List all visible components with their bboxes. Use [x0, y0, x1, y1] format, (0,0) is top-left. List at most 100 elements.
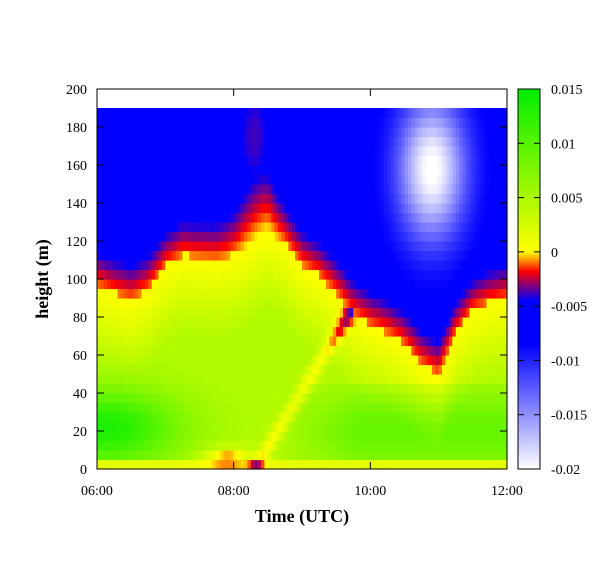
- heatmap-cell: [199, 326, 204, 337]
- heatmap-cell: [315, 260, 320, 271]
- heatmap-cell: [459, 231, 464, 242]
- heatmap-cell: [421, 241, 426, 252]
- heatmap-cell: [377, 231, 382, 242]
- heatmap-cell: [257, 203, 262, 214]
- heatmap-cell: [366, 345, 371, 356]
- heatmap-cell: [274, 412, 279, 423]
- heatmap-cell: [479, 326, 484, 337]
- heatmap-cell: [445, 374, 450, 385]
- heatmap-cell: [349, 203, 354, 214]
- heatmap-cell: [336, 374, 341, 385]
- heatmap-cell: [189, 402, 194, 413]
- heatmap-cell: [319, 212, 324, 223]
- heatmap-cell: [291, 383, 296, 394]
- heatmap-cell: [370, 250, 375, 261]
- heatmap-cell: [390, 383, 395, 394]
- heatmap-cell: [448, 212, 453, 223]
- heatmap-cell: [127, 174, 132, 185]
- heatmap-cell: [230, 421, 235, 432]
- heatmap-cell: [192, 355, 197, 366]
- heatmap-cell: [390, 117, 395, 128]
- heatmap-cell: [192, 421, 197, 432]
- heatmap-cell: [199, 412, 204, 423]
- heatmap-cell: [165, 307, 170, 318]
- heatmap-cell: [452, 222, 457, 233]
- heatmap-cell: [165, 108, 170, 119]
- heatmap-cell: [298, 250, 303, 261]
- heatmap-cell: [165, 364, 170, 375]
- heatmap-cell: [161, 345, 166, 356]
- heatmap-cell: [120, 250, 125, 261]
- heatmap-cell: [472, 374, 477, 385]
- heatmap-cell: [281, 440, 286, 451]
- heatmap-cell: [397, 146, 402, 157]
- heatmap-cell: [284, 155, 289, 166]
- heatmap-cell: [295, 174, 300, 185]
- heatmap-cell: [479, 203, 484, 214]
- heatmap-cell: [469, 402, 474, 413]
- heatmap-cell: [336, 383, 341, 394]
- colorbar-segment: [518, 271, 540, 274]
- heatmap-cell: [479, 412, 484, 423]
- heatmap-cell: [127, 184, 132, 195]
- heatmap-cell: [250, 421, 255, 432]
- heatmap-cell: [411, 402, 416, 413]
- heatmap-cell: [247, 393, 252, 404]
- heatmap-cell: [114, 298, 119, 309]
- y-tick-label: 60: [73, 349, 87, 364]
- heatmap-cell: [206, 355, 211, 366]
- heatmap-cell: [322, 440, 327, 451]
- heatmap-cell: [346, 203, 351, 214]
- heatmap-cell: [117, 136, 122, 147]
- heatmap-cell: [435, 421, 440, 432]
- colorbar-tick-label: 0: [551, 246, 558, 261]
- colorbar-segment: [518, 443, 540, 446]
- heatmap-cell: [469, 421, 474, 432]
- colorbar-segment: [518, 119, 540, 122]
- heatmap-cell: [336, 231, 341, 242]
- heatmap-cell: [428, 231, 433, 242]
- heatmap-cell: [496, 317, 501, 328]
- heatmap-cell: [401, 317, 406, 328]
- heatmap-cell: [271, 203, 276, 214]
- heatmap-cell: [414, 136, 419, 147]
- heatmap-cell: [141, 193, 146, 204]
- heatmap-cell: [223, 146, 228, 157]
- heatmap-cell: [240, 222, 245, 233]
- heatmap-cell: [329, 288, 334, 299]
- heatmap-cell: [189, 393, 194, 404]
- heatmap-cell: [114, 402, 119, 413]
- heatmap-cell: [127, 127, 132, 138]
- heatmap-cell: [380, 383, 385, 394]
- heatmap-cell: [407, 364, 412, 375]
- heatmap-cell: [158, 184, 163, 195]
- heatmap-cell: [284, 364, 289, 375]
- heatmap-cell: [179, 440, 184, 451]
- heatmap-cell: [223, 326, 228, 337]
- heatmap-cell: [138, 421, 143, 432]
- heatmap-cell: [428, 326, 433, 337]
- heatmap-cell: [431, 431, 436, 442]
- heatmap-cell: [404, 155, 409, 166]
- heatmap-cell: [148, 269, 153, 280]
- heatmap-cell: [182, 383, 187, 394]
- heatmap-cell: [312, 326, 317, 337]
- x-axis: 06:00 08:00 10:00 12:00: [81, 89, 523, 499]
- heatmap-cell: [366, 421, 371, 432]
- heatmap-cell: [206, 184, 211, 195]
- heatmap-cell: [267, 212, 272, 223]
- heatmap-cell: [302, 127, 307, 138]
- heatmap-cell: [144, 212, 149, 223]
- heatmap-cell: [216, 222, 221, 233]
- heatmap-cell: [308, 412, 313, 423]
- heatmap-cell: [284, 345, 289, 356]
- heatmap-cell: [134, 298, 139, 309]
- heatmap-cell: [469, 269, 474, 280]
- heatmap-cell: [213, 193, 218, 204]
- heatmap-cell: [168, 355, 173, 366]
- heatmap-cell: [448, 117, 453, 128]
- heatmap-cell: [196, 440, 201, 451]
- heatmap-cell: [322, 364, 327, 375]
- heatmap-cell: [124, 326, 129, 337]
- heatmap-cell: [103, 250, 108, 261]
